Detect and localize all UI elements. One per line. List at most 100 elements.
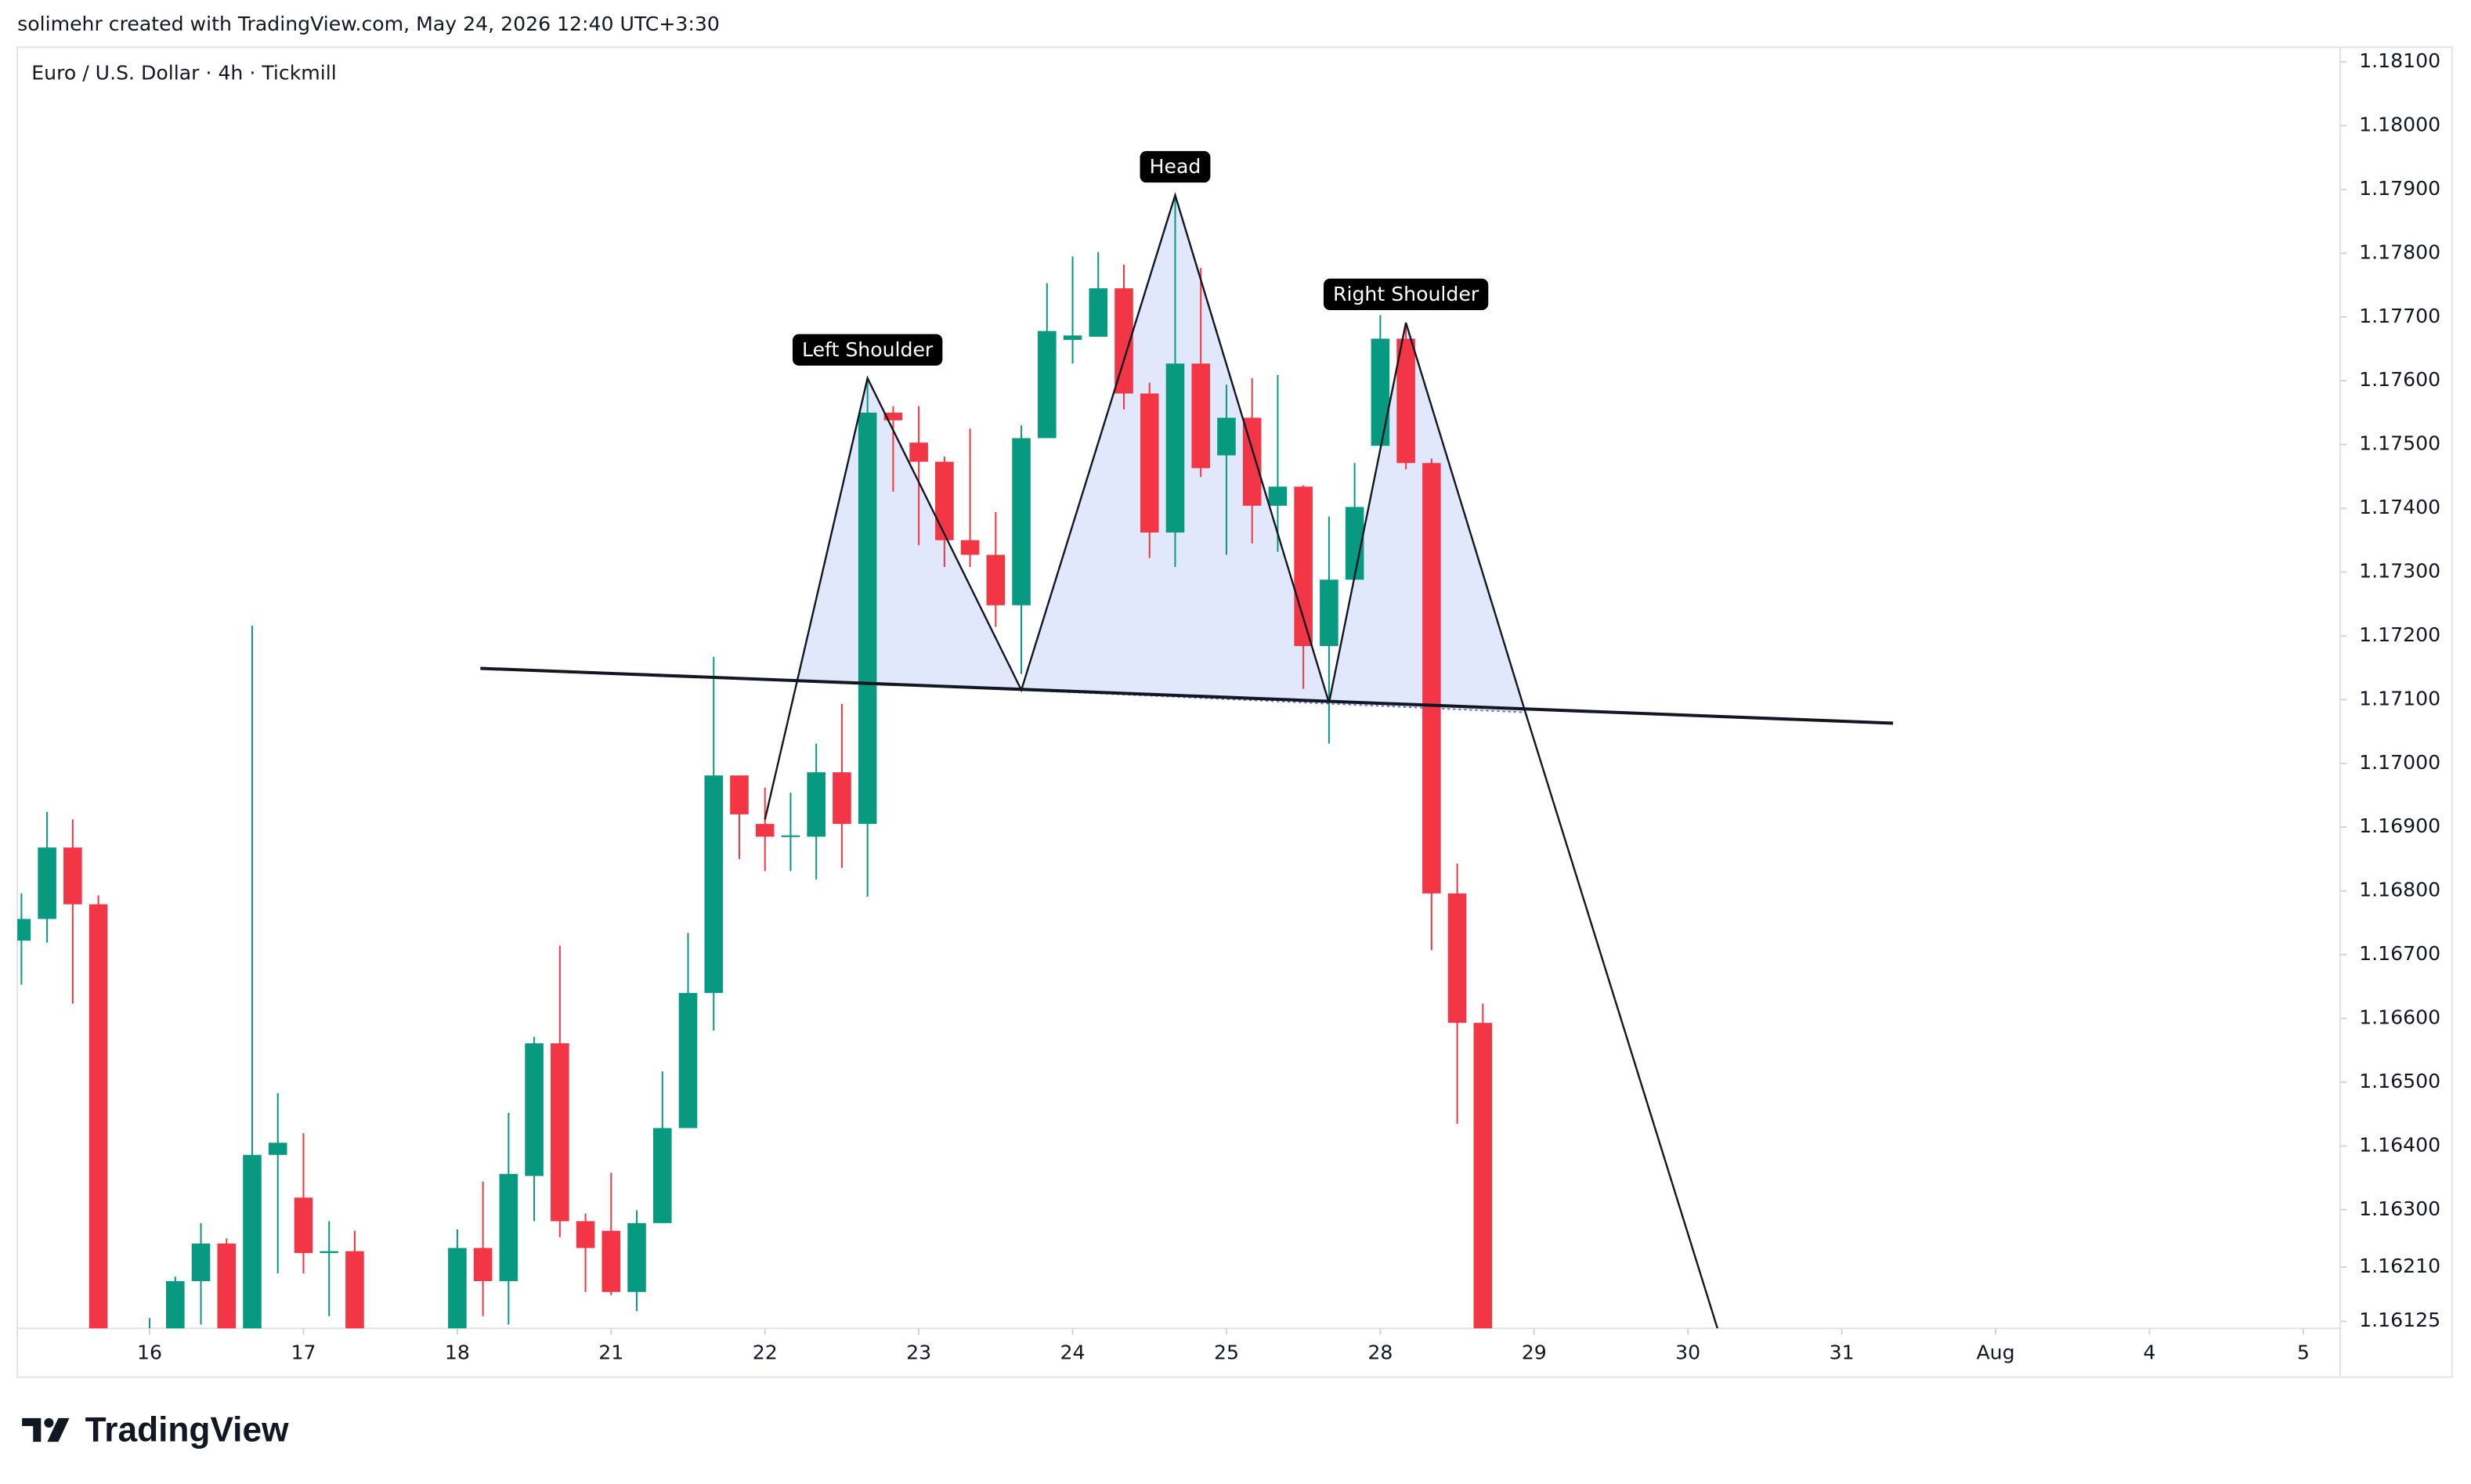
candle-body <box>1140 393 1159 533</box>
candle-body <box>345 1251 364 1329</box>
y-tick-label: 1.17400 <box>2359 496 2440 518</box>
candle-body <box>1396 338 1415 464</box>
overlay: Left Shoulder Head Right Shoulder <box>792 150 1489 366</box>
candle-body <box>1012 438 1031 605</box>
y-tick-label: 1.16800 <box>2359 879 2440 901</box>
candle-body <box>1422 463 1441 894</box>
y-tick-label: 1.16600 <box>2359 1006 2440 1028</box>
x-tick-label: 17 <box>291 1341 316 1363</box>
x-tick-label: 24 <box>1060 1341 1086 1363</box>
y-tick-label: 1.17800 <box>2359 240 2440 263</box>
candle-body <box>1320 580 1338 646</box>
x-tick-label: 30 <box>1675 1341 1700 1363</box>
candle-body <box>678 992 698 1128</box>
y-tick-label: 1.16210 <box>2359 1255 2440 1277</box>
candle-body <box>935 461 954 540</box>
candle-body <box>781 835 800 837</box>
annotation: Right Shoulder <box>1323 278 1489 311</box>
annotation-label: Head <box>1150 155 1201 178</box>
candle-body <box>89 904 108 1329</box>
candle-body <box>243 1154 262 1329</box>
x-tick-label: 4 <box>2143 1341 2155 1363</box>
candle-body <box>217 1243 237 1329</box>
y-tick-label: 1.17700 <box>2359 305 2440 327</box>
x-tick-label: 21 <box>598 1341 623 1363</box>
neckline <box>480 666 1894 725</box>
y-tick-label: 1.16700 <box>2359 942 2440 965</box>
candle-body <box>473 1247 493 1281</box>
candle-body <box>576 1221 595 1248</box>
candle-body <box>652 1128 672 1223</box>
chart-title: Euro / U.S. Dollar · 4h · Tickmill <box>31 62 337 85</box>
attribution: solimehr created with TradingView.com, M… <box>17 13 720 35</box>
candle-body <box>1294 486 1313 646</box>
candle-body <box>601 1230 621 1292</box>
y-tick-label: 1.17600 <box>2359 368 2440 391</box>
candle-body <box>1345 507 1364 580</box>
x-tick-label: 28 <box>1367 1341 1393 1363</box>
y-tick-label: 1.18000 <box>2359 114 2440 136</box>
annotation: Left Shoulder <box>792 334 943 366</box>
x-tick-label: 29 <box>1522 1341 1547 1363</box>
candle-body <box>1063 335 1082 341</box>
candle-body <box>833 772 851 825</box>
y-tick-label: 1.17300 <box>2359 559 2440 582</box>
x-tick-label: 25 <box>1214 1341 1239 1363</box>
y-tick-label: 1.17900 <box>2359 177 2440 200</box>
y-tick-label: 1.16500 <box>2359 1070 2440 1092</box>
candle-body <box>551 1043 569 1222</box>
candle-body <box>1217 417 1236 456</box>
candle-body <box>1114 288 1133 394</box>
x-tick-label: Aug <box>1976 1341 2014 1363</box>
candle-body <box>525 1043 544 1176</box>
x-tick-label: 5 <box>2297 1341 2310 1363</box>
x-tick-label: 31 <box>1830 1341 1855 1363</box>
y-tick-label: 1.17000 <box>2359 751 2440 774</box>
candle-body <box>1089 288 1108 338</box>
candle-body <box>1268 486 1288 506</box>
x-tick-label: 18 <box>445 1341 470 1363</box>
x-tick-label: 23 <box>906 1341 931 1363</box>
candle-body <box>448 1247 467 1329</box>
candle-body <box>986 554 1006 605</box>
y-tick-label: 1.16300 <box>2359 1197 2440 1220</box>
annotation-label: Right Shoulder <box>1333 283 1479 305</box>
y-tick-label: 1.17200 <box>2359 623 2440 646</box>
candle-body <box>807 772 825 837</box>
plot-area <box>17 192 1894 1329</box>
logo-icon <box>22 1417 70 1442</box>
candle-body <box>294 1197 313 1254</box>
logo-text: TradingView <box>85 1411 289 1450</box>
candle-body <box>1038 330 1057 439</box>
candle-body <box>704 775 724 993</box>
pattern-line <box>764 192 1718 1329</box>
candle-body <box>1447 893 1467 1024</box>
candle-body <box>1165 363 1185 533</box>
annotation-box <box>1323 278 1489 311</box>
candle-body <box>268 1143 287 1155</box>
pattern-fill <box>797 195 1526 713</box>
annotation: Head <box>1140 150 1211 183</box>
candle-body <box>960 540 980 555</box>
candle-body <box>1473 1023 1493 1329</box>
candle-body <box>191 1243 211 1281</box>
candle-body <box>858 412 877 825</box>
y-tick-label: 1.17500 <box>2359 432 2440 455</box>
annotation-label: Left Shoulder <box>802 338 934 361</box>
annotation-box <box>1140 150 1211 183</box>
candle-body <box>166 1280 185 1329</box>
y-tick-label: 1.18100 <box>2359 49 2440 72</box>
candle-body <box>63 847 82 904</box>
candle-body <box>755 824 775 837</box>
candle-body <box>883 412 903 421</box>
y-tick-label: 1.16400 <box>2359 1133 2440 1156</box>
annotation-box <box>792 334 943 366</box>
candle-body <box>1242 417 1262 506</box>
y-tick-label: 1.16900 <box>2359 814 2440 837</box>
candle-body <box>38 847 56 919</box>
x-tick-label: 16 <box>137 1341 162 1363</box>
x-tick-label: 22 <box>753 1341 778 1363</box>
